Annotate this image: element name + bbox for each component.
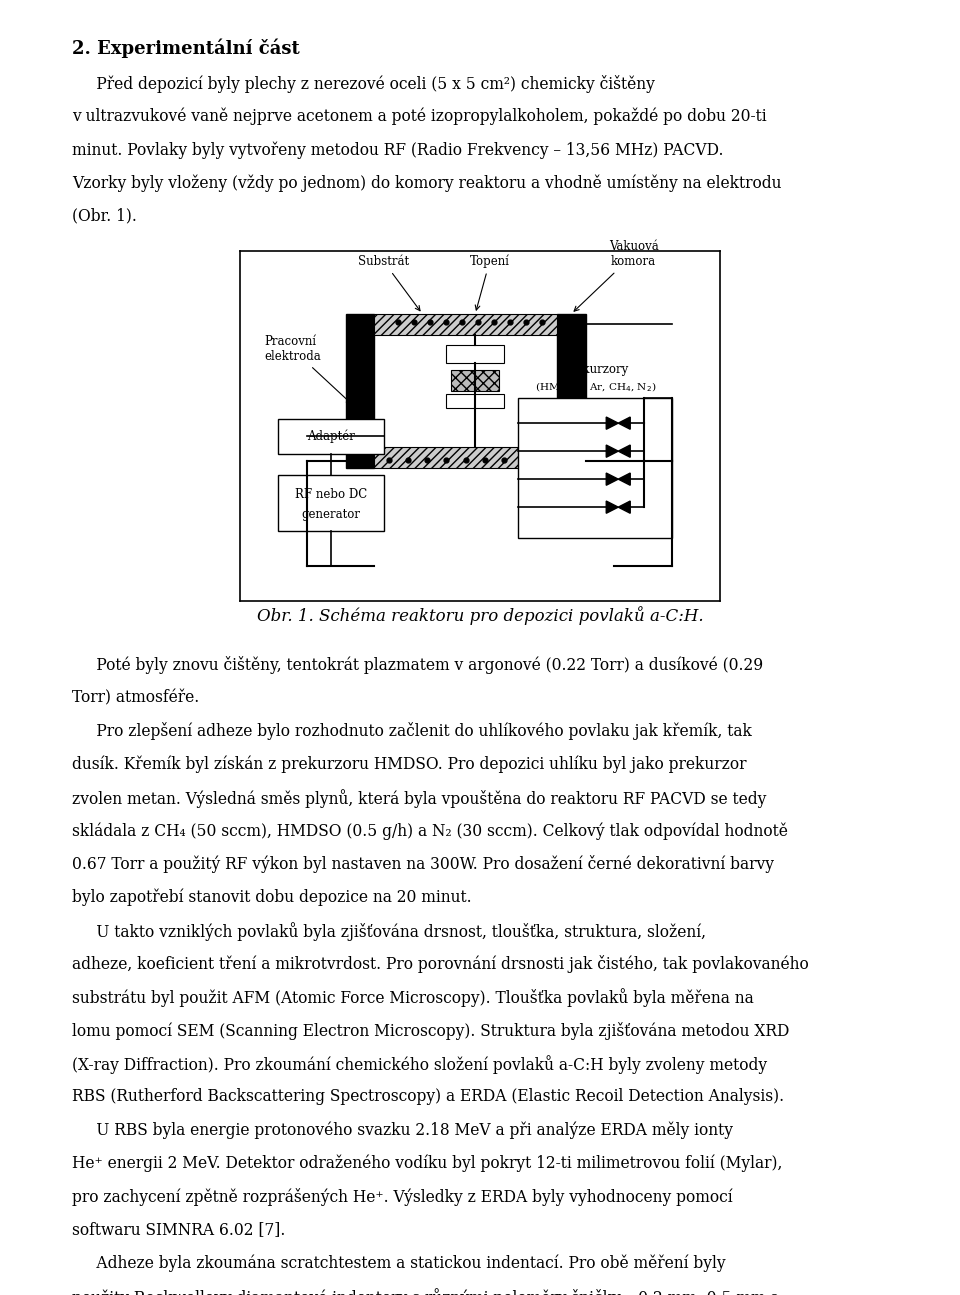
Text: 2. Experimentální část: 2. Experimentální část [72,38,300,57]
Text: U RBS byla energie protonového svazku 2.18 MeV a při analýze ERDA měly ionty: U RBS byla energie protonového svazku 2.… [72,1121,733,1140]
Text: substrátu byl použit AFM (Atomic Force Microscopy). Tloušťka povlaků byla měřena: substrátu byl použit AFM (Atomic Force M… [72,988,754,1008]
Text: U takto vzniklých povlaků byla zjišťována drsnost, tloušťka, struktura, složení,: U takto vzniklých povlaků byla zjišťován… [72,922,706,941]
Text: lomu pomocí SEM (Scanning Electron Microscopy). Struktura byla zjišťována metodo: lomu pomocí SEM (Scanning Electron Micro… [72,1022,789,1040]
Text: skládala z CH₄ (50 sccm), HMDSO (0.5 g/h) a N₂ (30 sccm). Celkový tlak odpovídal: skládala z CH₄ (50 sccm), HMDSO (0.5 g/h… [72,822,788,839]
Text: Substrát: Substrát [358,255,420,311]
Polygon shape [607,417,618,429]
Polygon shape [607,501,618,513]
Text: RBS (Rutherford Backscattering Spectroscopy) a ERDA (Elastic Recoil Detection An: RBS (Rutherford Backscattering Spectrosc… [72,1088,784,1106]
Text: (HMDSO, Ar, CH$_4$, N$_2$): (HMDSO, Ar, CH$_4$, N$_2$) [535,381,656,394]
Text: Torr) atmosféře.: Torr) atmosféře. [72,689,200,706]
Text: Vzorky byly vloženy (vždy po jednom) do komory reaktoru a vhodně umístěny na ele: Vzorky byly vloženy (vždy po jednom) do … [72,175,781,192]
Polygon shape [618,501,630,513]
Text: Obr. 1. Schéma reaktoru pro depozici povlaků a-C:H.: Obr. 1. Schéma reaktoru pro depozici pov… [256,606,704,625]
Text: Poté byly znovu čištěny, tentokrát plazmatem v argonové (0.22 Torr) a dusíkové (: Poté byly znovu čištěny, tentokrát plazm… [72,655,763,673]
Text: Prekurzory: Prekurzory [562,364,629,377]
Text: v ultrazvukové vaně nejprve acetonem a poté izopropylalkoholem, pokaždé po dobu : v ultrazvukové vaně nejprve acetonem a p… [72,107,767,126]
Bar [557,313,586,467]
Text: (X-ray Diffraction). Pro zkoumání chemického složení povlaků a-C:H byly zvoleny : (X-ray Diffraction). Pro zkoumání chemic… [72,1055,767,1074]
Text: Adaptér: Adaptér [307,430,355,443]
Text: zvolen metan. Výsledná směs plynů, která byla vpouštěna do reaktoru RF PACVD se : zvolen metan. Výsledná směs plynů, která… [72,789,766,808]
Text: bylo zapotřebí stanovit dobu depozice na 20 minut.: bylo zapotřebí stanovit dobu depozice na… [72,888,471,906]
Bar [346,313,374,467]
Text: Pracovní
elektroda: Pracovní elektroda [264,335,351,404]
Polygon shape [618,445,630,457]
Text: Adheze byla zkoumána scratchtestem a statickou indentací. Pro obě měření byly: Adheze byla zkoumána scratchtestem a sta… [72,1255,726,1272]
Polygon shape [618,417,630,429]
Text: Pro zlepšení adheze bylo rozhodnuto začlenit do uhlíkového povlaku jak křemík, t: Pro zlepšení adheze bylo rozhodnuto začl… [72,723,752,741]
Text: generator: generator [301,508,361,521]
Text: Topení: Topení [469,255,510,310]
Bar [278,420,384,455]
Bar [518,398,672,537]
Text: dusík. Křemík byl získán z prekurzoru HMDSO. Pro depozici uhlíku byl jako prekur: dusík. Křemík byl získán z prekurzoru HM… [72,756,747,773]
Text: RF nebo DC: RF nebo DC [295,488,368,501]
Bar [374,447,557,467]
Text: Vakuová
komora: Vakuová komora [574,241,659,311]
Text: Před depozicí byly plechy z nerezové oceli (5 x 5 cm²) chemicky čištěny: Před depozicí byly plechy z nerezové oce… [72,75,655,93]
Text: adheze, koeficient tření a mikrotvrdost. Pro porovnání drsnosti jak čistého, tak: adheze, koeficient tření a mikrotvrdost.… [72,956,808,974]
Text: (Obr. 1).: (Obr. 1). [72,207,137,225]
Text: He⁺ energii 2 MeV. Detektor odraženého vodíku byl pokryt 12-ti milimetrovou foli: He⁺ energii 2 MeV. Detektor odraženého v… [72,1155,782,1172]
Text: minut. Povlaky byly vytvořeny metodou RF (Radio Frekvency – 13,56 MHz) PACVD.: minut. Povlaky byly vytvořeny metodou RF… [72,141,724,159]
Polygon shape [607,445,618,457]
Bar [451,370,499,391]
Text: softwaru SIMNRA 6.02 [7].: softwaru SIMNRA 6.02 [7]. [72,1221,285,1238]
Bar [446,395,504,408]
Text: pro zachycení zpětně rozprášených He⁺. Výsledky z ERDA byly vyhodnoceny pomocí: pro zachycení zpětně rozprášených He⁺. V… [72,1189,732,1206]
Text: použity Rockwellovy diamantové indentory s různými poloměry špičky – 0.2 mm, 0.5: použity Rockwellovy diamantové indentory… [72,1289,780,1295]
Polygon shape [607,473,618,486]
Bar [446,346,504,363]
Bar [374,313,557,335]
Text: 0.67 Torr a použitý RF výkon byl nastaven na 300W. Pro dosažení černé dekorativn: 0.67 Torr a použitý RF výkon byl nastave… [72,856,774,874]
Polygon shape [618,473,630,486]
Bar [278,475,384,531]
